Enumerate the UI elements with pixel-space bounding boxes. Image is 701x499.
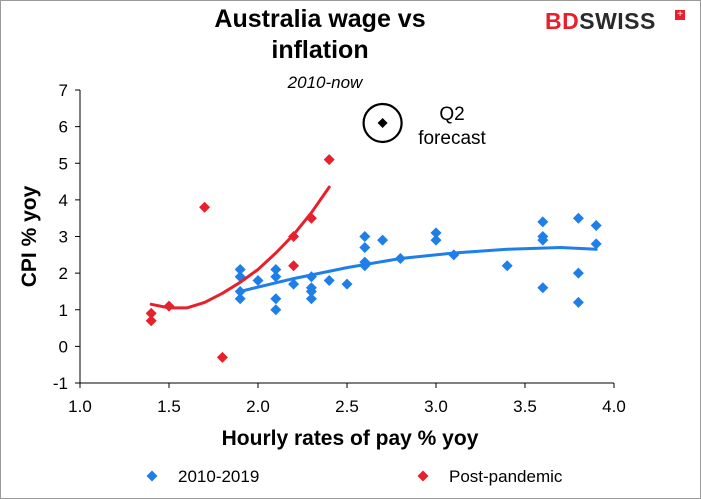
bdswiss-logo: BDSWISS: [545, 8, 656, 35]
2010-2019-point: [305, 293, 317, 305]
2010-2019-point: [305, 271, 317, 283]
x-tick-label: 3.5: [513, 397, 537, 416]
forecast-annotation-line1: Q2: [439, 104, 464, 125]
x-axis-label: Hourly rates of pay % yoy: [222, 427, 479, 450]
2010-2019-point: [537, 234, 549, 246]
y-tick-label: -1: [53, 374, 68, 393]
y-axis-label: CPI % yoy: [18, 185, 41, 287]
forecast-circle: [362, 102, 403, 144]
legend-2010-2019-label: 2010-2019: [178, 467, 259, 486]
2010-2019-point: [323, 274, 335, 286]
2010-2019-point: [572, 212, 584, 224]
x-tick-label: 2.0: [246, 397, 270, 416]
post-pandemic-point: [199, 201, 211, 213]
chart-subtitle: 2010-now: [287, 73, 363, 92]
y-tick-label: 3: [59, 228, 68, 247]
chart-title: Australia wage vs inflation: [170, 4, 470, 66]
2010-2019-point: [252, 274, 264, 286]
2010-2019-point: [537, 282, 549, 294]
post-pandemic-trendline: [149, 185, 331, 310]
2010-2019-point: [501, 260, 513, 272]
chart-title-line2: inflation: [271, 36, 369, 64]
post-pandemic-point: [288, 260, 300, 272]
y-tick-label: 4: [59, 191, 68, 210]
x-tick-label: 4.0: [602, 397, 626, 416]
2010-2019-point: [359, 231, 371, 242]
2010-2019-point: [430, 227, 442, 239]
post-pandemic-point: [216, 351, 228, 363]
post-pandemic-point: [145, 315, 157, 327]
y-tick-label: 7: [59, 81, 68, 100]
2010-2019-point: [359, 241, 371, 253]
2010-2019-point: [359, 260, 371, 272]
post-pandemic-point: [323, 154, 335, 166]
chart-title-line1: Australia wage vs: [214, 5, 426, 33]
forecast-point: [377, 117, 388, 128]
2010-2019-point: [537, 216, 549, 228]
logo-swiss-text: SWISS: [579, 8, 656, 34]
2010-2019-point: [270, 271, 282, 283]
legend-post-pandemic-label: Post-pandemic: [449, 467, 563, 486]
post-pandemic-point: [163, 300, 175, 312]
2010-2019-point: [234, 285, 246, 297]
2010-2019-point: [377, 234, 389, 246]
y-tick-label: 6: [59, 118, 68, 137]
2010-2019-point: [430, 234, 442, 246]
2010-2019-trendline: [238, 246, 598, 293]
2010-2019-point: [270, 263, 282, 275]
y-tick-label: 2: [59, 264, 68, 283]
2010-2019-point: [341, 278, 353, 290]
2010-2019-point: [394, 252, 406, 264]
y-tick-label: 1: [59, 301, 68, 320]
2010-2019-point: [590, 220, 602, 232]
x-tick-label: 1.0: [68, 397, 92, 416]
2010-2019-point: [305, 285, 317, 297]
2010-2019-point: [234, 263, 246, 275]
2010-2019-point: [270, 304, 282, 316]
post-pandemic-point: [288, 231, 300, 242]
forecast-annotation-line2: forecast: [418, 128, 486, 149]
y-tick-label: 0: [59, 337, 68, 356]
x-tick-label: 3.0: [424, 397, 448, 416]
2010-2019-point: [572, 296, 584, 308]
2010-2019-point: [448, 249, 460, 261]
y-tick-label: 5: [59, 154, 68, 173]
post-pandemic-point: [305, 212, 317, 224]
2010-2019-point: [288, 278, 300, 290]
legend-2010-2019-marker: [146, 470, 158, 482]
legend-post-pandemic-marker: [417, 470, 429, 482]
x-tick-label: 2.5: [335, 397, 359, 416]
swiss-cross-icon: +: [675, 10, 685, 20]
2010-2019-point: [234, 293, 246, 305]
2010-2019-point: [590, 238, 602, 250]
x-tick-label: 1.5: [157, 397, 181, 416]
2010-2019-point: [572, 267, 584, 279]
logo-bd-text: BD: [545, 8, 580, 34]
post-pandemic-point: [145, 307, 157, 319]
2010-2019-point: [270, 293, 282, 305]
